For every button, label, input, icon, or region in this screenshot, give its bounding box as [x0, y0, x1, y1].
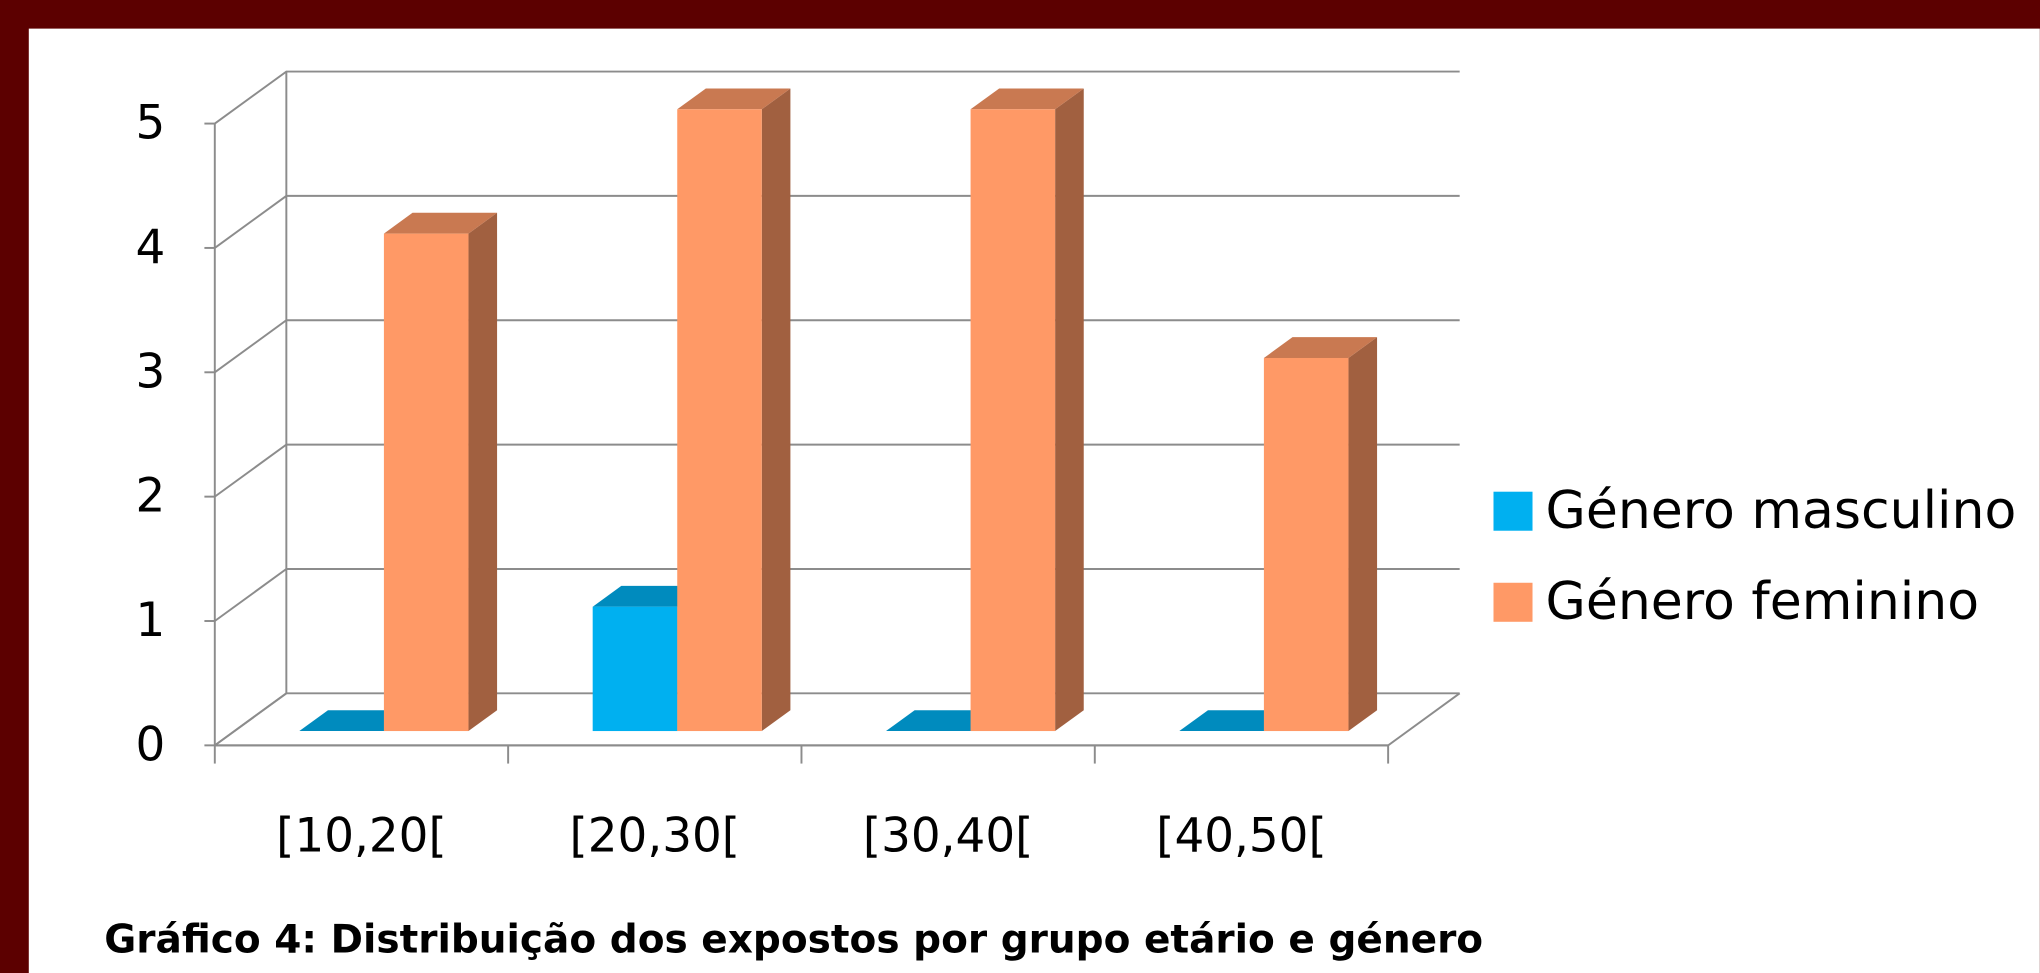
- legend-label: Género feminino: [1546, 572, 1980, 632]
- legend-label: Género masculino: [1546, 481, 2017, 541]
- y-tick-label: 3: [136, 345, 166, 399]
- bar-side: [1348, 337, 1378, 732]
- legend-swatch: [1493, 491, 1533, 531]
- y-tick-label: 0: [136, 718, 166, 772]
- y-tick-label: 2: [136, 470, 166, 524]
- bar-top: [677, 88, 791, 110]
- bar-side: [761, 88, 791, 732]
- x-tick-label: [10,20[: [276, 810, 447, 864]
- y-tick-label: 1: [136, 594, 166, 648]
- bar-side: [468, 212, 498, 732]
- bar: [970, 109, 1056, 732]
- caption: Gráfico 4: Distribuição dos expostos por…: [104, 917, 1483, 962]
- y-tick-label: 4: [136, 221, 166, 275]
- bar-side: [1055, 88, 1084, 732]
- x-tick-label: [30,40[: [863, 810, 1034, 864]
- bar-top: [1263, 337, 1378, 358]
- bar-top: [970, 88, 1084, 110]
- legend-swatch: [1493, 582, 1533, 622]
- bar: [1263, 357, 1349, 732]
- bar-top: [383, 212, 498, 234]
- bar: [592, 606, 678, 732]
- x-tick-label: [40,50[: [1156, 810, 1327, 864]
- y-tick-label: 5: [136, 97, 166, 151]
- bar: [677, 109, 762, 732]
- x-tick-label: [20,30[: [570, 810, 741, 864]
- bar: [383, 233, 469, 732]
